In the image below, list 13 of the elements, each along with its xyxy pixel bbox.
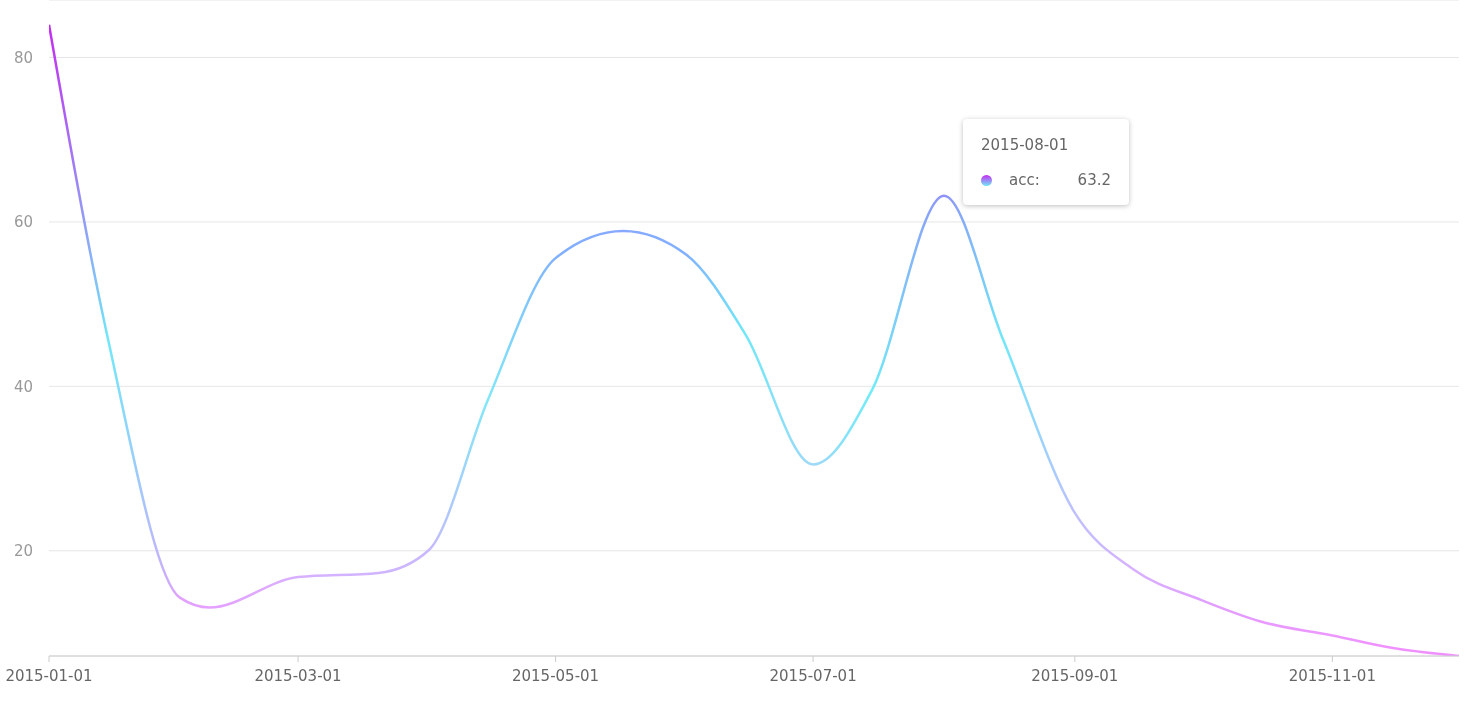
y-tick-label: 80 (13, 48, 33, 67)
x-tick-label: 2015-03-01 (254, 666, 342, 685)
x-tick-label: 2015-11-01 (1288, 666, 1376, 685)
x-tick-label: 2015-09-01 (1031, 666, 1119, 685)
y-tick-label: 20 (13, 542, 33, 561)
annotation: 63.2 (1077, 171, 1111, 189)
y-tick-label: 60 (13, 213, 33, 232)
x-tick-label: 2015-05-01 (511, 666, 600, 685)
annotation: 2015-08-01 (981, 136, 1069, 154)
y-tick-label: 40 (13, 377, 33, 396)
x-tick-label: 2015-07-01 (769, 666, 857, 685)
legend-label: acc: (1009, 171, 1040, 189)
x-tick-label: 2015-01-01 (5, 666, 93, 685)
